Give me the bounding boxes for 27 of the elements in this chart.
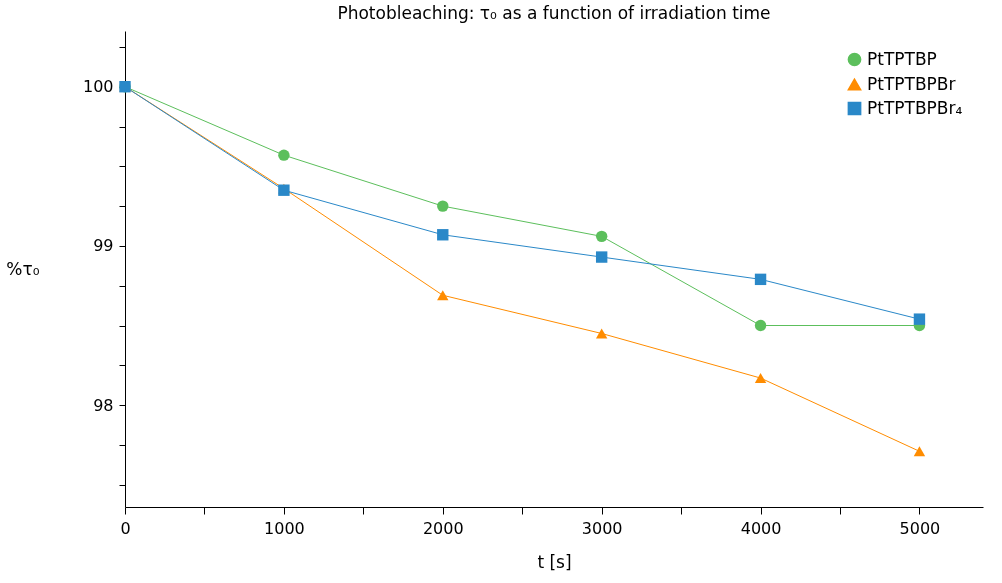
y-tick-label: 99 — [93, 236, 114, 256]
chart-title: Photobleaching: τ₀ as a function of irradiation time — [337, 3, 771, 23]
point — [437, 200, 449, 212]
legend-label: PtTPTBP — [867, 48, 937, 69]
point — [754, 373, 767, 383]
point — [754, 319, 767, 332]
x-axis-title: t [s] — [537, 551, 572, 572]
y-axis-title: %τ₀ — [6, 258, 40, 279]
point — [595, 251, 608, 263]
point — [437, 290, 449, 301]
x-tick-label: 0 — [120, 518, 131, 538]
x-tick-label: 5000 — [899, 518, 941, 538]
legend-label: PtTPTBPBr — [867, 73, 956, 94]
point — [754, 273, 767, 286]
point — [595, 328, 608, 339]
point — [437, 229, 449, 241]
x-tick-label: 3000 — [581, 518, 623, 538]
x-tick-label: 2000 — [422, 518, 464, 538]
y-tick-label: 100 — [82, 77, 114, 97]
point — [278, 149, 290, 161]
point — [595, 230, 608, 243]
y-tick-label: 98 — [93, 395, 114, 415]
x-tick-label: 1000 — [264, 518, 305, 538]
legend-label: PtTPTBPBr₄ — [867, 97, 963, 118]
point — [913, 313, 926, 325]
x-tick-label: 4000 — [740, 518, 782, 538]
point — [913, 446, 926, 457]
